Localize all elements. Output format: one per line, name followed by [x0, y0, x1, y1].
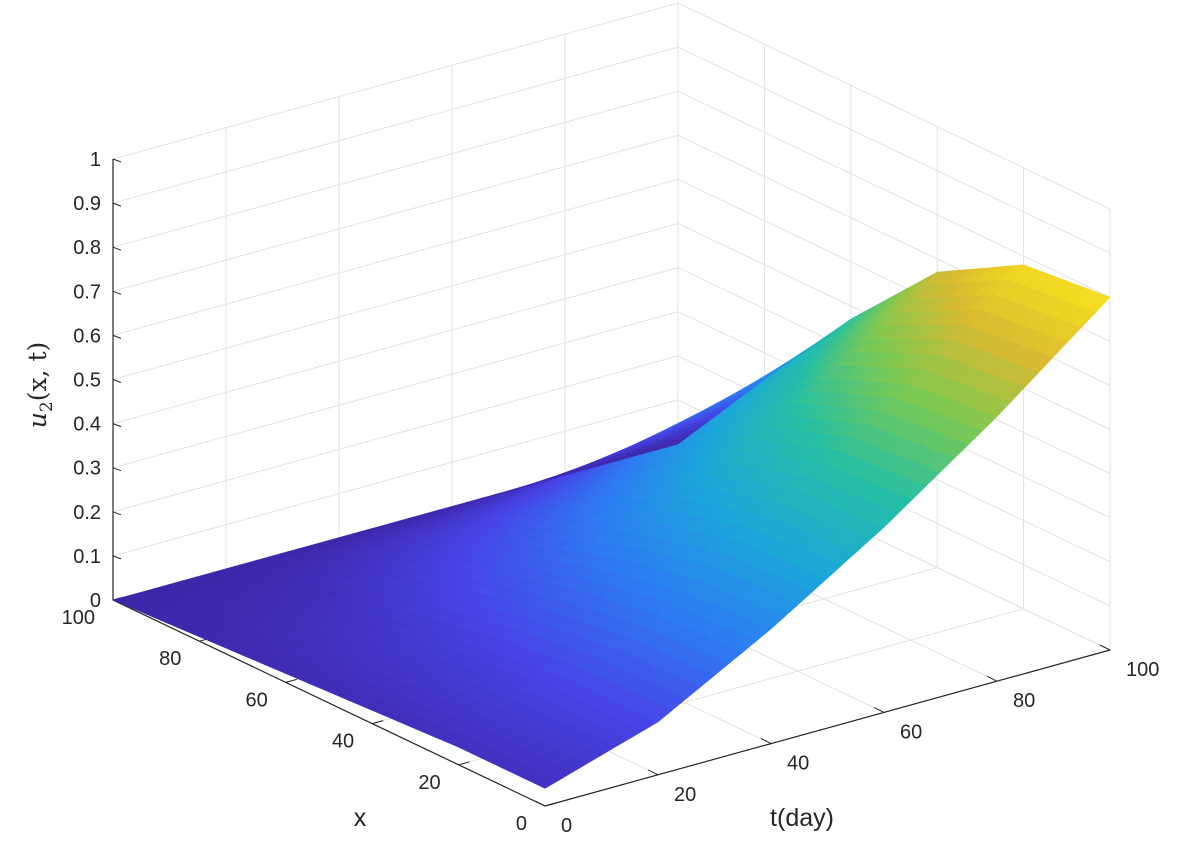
t-tick-mark: [647, 769, 659, 776]
t-tick-label: 40: [787, 753, 809, 775]
grid-line-back-wall-z: [112, 399, 679, 557]
grid-line-back-wall-z: [112, 267, 679, 425]
z-tick-label: 0: [90, 590, 101, 612]
x-tick-mark: [372, 720, 384, 725]
z-tick-label: 0.2: [73, 502, 101, 524]
z-tick-mark: [112, 334, 122, 339]
x-tick-mark: [458, 761, 470, 766]
x-axis-label: x: [354, 804, 367, 832]
x-tick-mark: [544, 802, 557, 807]
z-tick-label: 0.3: [73, 458, 101, 480]
z-tick-mark: [112, 555, 122, 560]
grid-line-back-wall-z: [112, 134, 679, 292]
grid-line-back-wall-z: [112, 178, 679, 336]
grid-line-side-wall-z: [677, 90, 1111, 298]
z-tick-label: 0.8: [73, 237, 101, 259]
x-tick-label: 40: [332, 731, 354, 753]
z-tick-label: 1: [90, 149, 101, 171]
z-tick-label: 0.9: [73, 193, 101, 215]
t-axis-label: t(day): [770, 804, 834, 832]
z-tick-label: 0.6: [73, 325, 101, 347]
surface-cell: [663, 435, 689, 449]
grid-line-back-wall-z: [112, 46, 679, 204]
z-tick-label: 0.5: [73, 370, 101, 392]
z-label-u: u: [23, 412, 52, 428]
grid-line-side-wall-z: [677, 46, 1111, 254]
grid-line-back-wall-z: [112, 223, 679, 380]
x-tick-label: 20: [418, 772, 440, 794]
t-tick-mark: [534, 800, 546, 807]
x-tick-label: 0: [516, 813, 527, 835]
grid-line-back-wall-z: [112, 90, 679, 248]
x-axis-line: [112, 599, 546, 807]
z-tick-mark: [112, 246, 122, 251]
t-tick-label: 60: [900, 721, 922, 743]
t-axis-line: [544, 649, 1111, 807]
t-tick-label: 100: [1126, 659, 1159, 681]
z-tick-label: 0.7: [73, 281, 101, 303]
tick-labels: 0 0.1 0.2 0.3 0.4 0.5 0.6 0.7 0.8 0.9 1 0 20 40 60 80 10…: [62, 149, 1160, 837]
t-tick-mark: [873, 706, 885, 713]
t-tick-label: 0: [561, 815, 572, 837]
grid-line-back-wall-z: [112, 355, 679, 513]
grid-line-back-wall-z: [112, 311, 679, 469]
z-tick-mark: [112, 158, 122, 163]
t-tick-mark: [760, 738, 772, 745]
z-tick-mark: [112, 467, 122, 472]
x-tick-label: 60: [246, 689, 268, 711]
x-tick-mark: [285, 678, 297, 683]
z-tick-label: 0.1: [73, 546, 101, 568]
surface-mesh: [112, 264, 1111, 789]
t-tick-mark: [986, 675, 998, 682]
grid-line-back-wall-z: [112, 2, 679, 160]
z-tick-mark: [112, 379, 122, 383]
axis-lines: [112, 158, 1111, 807]
t-tick-label: 80: [1013, 690, 1035, 712]
t-tick-label: 20: [674, 784, 696, 806]
svg-text:u2(x, t): u2(x, t): [23, 342, 57, 428]
z-axis-label: u2(x, t): [23, 342, 57, 428]
z-label-args: (x, t): [23, 342, 52, 402]
z-tick-mark: [112, 290, 122, 295]
grid-line-side-wall-z: [677, 2, 1111, 210]
t-tick-mark: [1099, 644, 1111, 651]
z-tick-mark: [112, 511, 122, 516]
z-label-sub: 2: [37, 401, 57, 412]
x-tick-label: 80: [159, 648, 181, 670]
x-tick-label: 100: [62, 607, 95, 629]
z-tick-label: 0.4: [73, 414, 101, 436]
z-tick-mark: [112, 202, 122, 207]
z-tick-mark: [112, 423, 122, 428]
